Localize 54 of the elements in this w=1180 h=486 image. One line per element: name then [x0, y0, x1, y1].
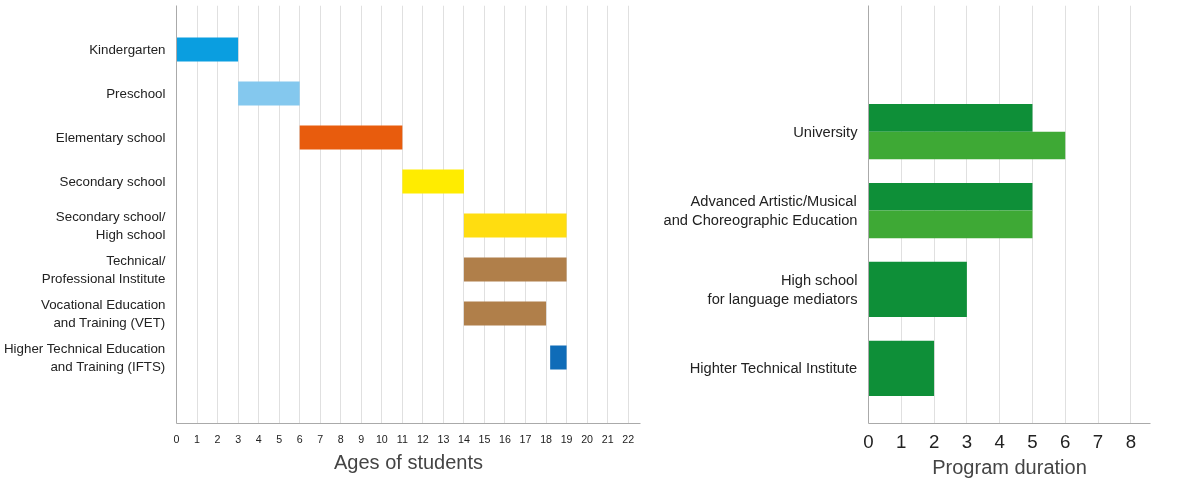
x-tick-label: 11 [396, 432, 408, 445]
x-tick-label: 10 [375, 432, 388, 445]
x-tick-label: 0 [863, 430, 874, 452]
x-tick-label: 19 [560, 432, 573, 445]
bar [238, 81, 300, 106]
bar [402, 169, 464, 194]
x-tick-label: 1 [194, 432, 201, 445]
bar [550, 345, 567, 370]
x-tick-label: 1 [896, 430, 907, 452]
bar [463, 301, 547, 326]
x-tick-label: 16 [499, 432, 511, 445]
x-tick-label: 3 [961, 430, 973, 452]
x-tick-label: 2 [214, 432, 221, 445]
y-tick-label: Vocational Education and Training (VET) [41, 297, 166, 330]
x-tick-label: 22 [622, 432, 635, 445]
y-tick-label: University [793, 123, 859, 140]
x-tick-label: 5 [1027, 430, 1038, 452]
x-tick-label: 5 [276, 432, 283, 445]
x-tick-label: 0 [173, 432, 180, 445]
bar [176, 37, 239, 62]
x-tick-label: 12 [416, 432, 429, 445]
x-tick-label: 15 [478, 432, 491, 445]
y-tick-label: Higher Technical Education and Training (IFTS) [3, 341, 166, 374]
x-tick-label: 14 [458, 432, 470, 445]
x-tick-label: 4 [255, 432, 262, 445]
x-tick-label: 6 [1060, 430, 1071, 452]
x-tick-label: 17 [519, 432, 532, 445]
x-tick-label: 4 [994, 430, 1005, 452]
x-tick-label: 13 [437, 432, 450, 445]
y-tick-label: Highter Technical Institute [689, 360, 858, 377]
x-tick-label: 7 [1092, 430, 1104, 452]
x-tick-label: 3 [235, 432, 242, 445]
y-tick-label: Secondary school/ High school [55, 209, 166, 242]
x-tick-label: 9 [358, 432, 365, 445]
x-tick-label: 2 [928, 430, 940, 452]
x-axis-title: Ages of students [334, 450, 483, 473]
x-tick-label: 8 [337, 432, 344, 445]
x-tick-label: 7 [317, 432, 324, 445]
y-tick-label: Elementary school [55, 130, 166, 145]
y-tick-label: Secondary school [59, 174, 166, 189]
x-tick-label: 20 [581, 432, 594, 445]
y-tick-label: Preschool [106, 86, 166, 101]
bar [463, 257, 567, 282]
x-tick-label: 18 [540, 432, 553, 445]
x-tick-label: 8 [1125, 430, 1137, 452]
bar [299, 125, 403, 150]
y-tick-label: High school for language mediators [707, 271, 858, 308]
bar [463, 213, 567, 238]
y-tick-label: Technical/ Professional Institute [41, 253, 166, 286]
x-tick-label: 6 [296, 432, 303, 445]
x-axis-title: Program duration [932, 455, 1087, 478]
y-tick-label: Advanced Artistic/Musical and Choreographic Education [663, 192, 858, 229]
x-tick-label: 21 [601, 432, 614, 445]
y-tick-label: Kindergarten [89, 42, 166, 57]
